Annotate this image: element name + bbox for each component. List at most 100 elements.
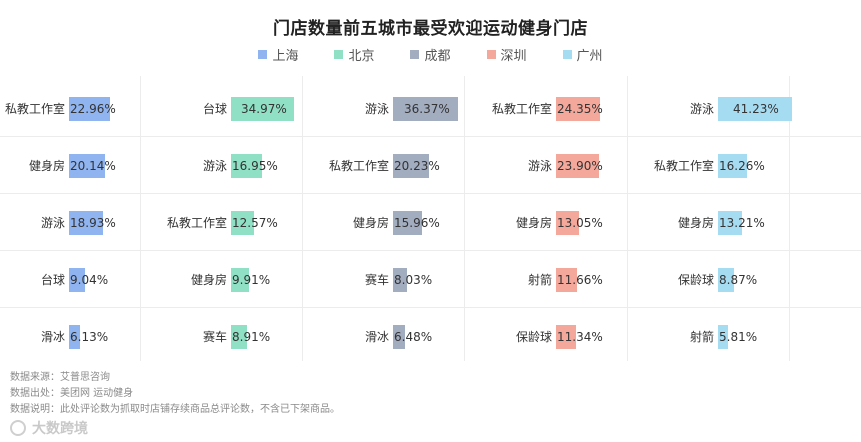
bar-value-label: 9.91% bbox=[232, 273, 271, 287]
bar-value-label: 34.97% bbox=[241, 102, 287, 116]
legend-item[interactable]: 广州 bbox=[562, 45, 603, 64]
bar-value-label: 20.14% bbox=[70, 159, 116, 173]
legend-swatch bbox=[258, 50, 268, 59]
bar-成都-滑冰[interactable] bbox=[393, 325, 405, 349]
bar-上海-私教工作室[interactable] bbox=[69, 97, 110, 121]
bar-value-label: 8.03% bbox=[394, 273, 433, 287]
chart-legend: 上海 北京 成都 深圳 广州 bbox=[0, 45, 861, 64]
grid-row-line bbox=[0, 136, 861, 137]
bar-value-label: 8.87% bbox=[719, 273, 758, 287]
bar-广州-私教工作室[interactable] bbox=[718, 154, 747, 178]
category-label: 私教工作室 bbox=[653, 159, 714, 173]
category-label: 滑冰 bbox=[40, 330, 65, 344]
legend-item[interactable]: 上海 bbox=[258, 45, 298, 64]
category-label: 健身房 bbox=[677, 216, 714, 230]
bar-value-label: 36.37% bbox=[404, 102, 450, 116]
category-label: 保龄球 bbox=[677, 273, 714, 287]
bar-深圳-游泳[interactable] bbox=[556, 154, 599, 178]
bar-广州-射箭[interactable] bbox=[718, 325, 728, 349]
category-label: 射箭 bbox=[527, 273, 552, 287]
brand-logo: 大数跨境 bbox=[10, 418, 88, 438]
chart-grid: 私教工作室 22.96% 健身房 20.14% 游泳 18.93% 台球 9.04% 滑冰 6.1… bbox=[0, 76, 861, 361]
bar-成都-健身房[interactable] bbox=[393, 211, 422, 235]
bar-成都-赛车[interactable] bbox=[393, 268, 407, 292]
bar-value-label: 5.81% bbox=[719, 330, 758, 344]
category-label: 赛车 bbox=[202, 330, 227, 344]
bar-上海-游泳[interactable] bbox=[69, 211, 103, 235]
legend-label: 北京 bbox=[348, 49, 375, 64]
bar-value-label: 11.66% bbox=[557, 273, 603, 287]
legend-swatch bbox=[334, 50, 344, 59]
category-label: 健身房 bbox=[190, 273, 227, 287]
bar-value-label: 16.26% bbox=[719, 159, 765, 173]
bar-value-label: 24.35% bbox=[557, 102, 603, 116]
bar-上海-台球[interactable] bbox=[69, 268, 85, 292]
legend-swatch bbox=[486, 50, 496, 59]
bar-value-label: 23.90% bbox=[557, 159, 603, 173]
legend-item[interactable]: 北京 bbox=[334, 45, 374, 64]
category-label: 滑冰 bbox=[364, 330, 389, 344]
grid-column-line bbox=[627, 76, 628, 361]
bar-value-label: 8.91% bbox=[232, 330, 271, 344]
bar-北京-台球[interactable] bbox=[231, 97, 294, 121]
legend-label: 深圳 bbox=[500, 49, 527, 64]
grid-row-line bbox=[0, 307, 861, 308]
bar-value-label: 20.23% bbox=[394, 159, 440, 173]
legend-label: 上海 bbox=[272, 49, 299, 64]
bar-广州-保龄球[interactable] bbox=[718, 268, 734, 292]
bar-value-label: 12.57% bbox=[232, 216, 278, 230]
bar-广州-游泳[interactable] bbox=[718, 97, 792, 121]
legend-label: 广州 bbox=[576, 49, 603, 64]
category-label: 射箭 bbox=[689, 330, 714, 344]
bar-北京-私教工作室[interactable] bbox=[231, 211, 254, 235]
footer-origin: 数据出处：美团网 运动健身 bbox=[10, 388, 134, 399]
category-label: 私教工作室 bbox=[4, 102, 65, 116]
bar-上海-健身房[interactable] bbox=[69, 154, 105, 178]
category-label: 私教工作室 bbox=[328, 159, 389, 173]
bar-成都-游泳[interactable] bbox=[393, 97, 458, 121]
category-label: 健身房 bbox=[515, 216, 552, 230]
legend-label: 成都 bbox=[424, 49, 451, 64]
category-label: 保龄球 bbox=[515, 330, 552, 344]
bar-北京-健身房[interactable] bbox=[231, 268, 249, 292]
category-label: 私教工作室 bbox=[166, 216, 227, 230]
category-label: 游泳 bbox=[40, 216, 65, 230]
bar-value-label: 13.21% bbox=[719, 216, 765, 230]
footer-source: 数据来源：艾普思咨询 bbox=[10, 372, 110, 383]
bar-value-label: 22.96% bbox=[70, 102, 116, 116]
bar-value-label: 11.34% bbox=[557, 330, 603, 344]
bar-value-label: 6.13% bbox=[70, 330, 109, 344]
legend-swatch bbox=[562, 50, 572, 59]
grid-column-line bbox=[464, 76, 465, 361]
grid-row-line bbox=[0, 193, 861, 194]
bar-深圳-健身房[interactable] bbox=[556, 211, 579, 235]
brand-mark-icon bbox=[10, 420, 26, 436]
grid-column-line bbox=[789, 76, 790, 361]
bar-上海-滑冰[interactable] bbox=[69, 325, 80, 349]
bar-成都-私教工作室[interactable] bbox=[393, 154, 429, 178]
bar-value-label: 41.23% bbox=[733, 102, 779, 116]
bar-深圳-私教工作室[interactable] bbox=[556, 97, 600, 121]
bar-value-label: 15.96% bbox=[394, 216, 440, 230]
category-label: 游泳 bbox=[364, 102, 389, 116]
legend-item[interactable]: 深圳 bbox=[486, 45, 527, 64]
category-label: 健身房 bbox=[28, 159, 65, 173]
bar-value-label: 13.05% bbox=[557, 216, 603, 230]
legend-item[interactable]: 成都 bbox=[410, 45, 451, 64]
chart-title: 门店数量前五城市最受欢迎运动健身门店 bbox=[273, 19, 588, 39]
bar-深圳-保龄球[interactable] bbox=[556, 325, 576, 349]
bar-value-label: 9.04% bbox=[70, 273, 109, 287]
legend-swatch bbox=[410, 50, 420, 59]
category-label: 私教工作室 bbox=[491, 102, 552, 116]
grid-column-line bbox=[302, 76, 303, 361]
bar-广州-健身房[interactable] bbox=[718, 211, 742, 235]
category-label: 游泳 bbox=[689, 102, 714, 116]
bar-深圳-射箭[interactable] bbox=[556, 268, 577, 292]
bar-北京-游泳[interactable] bbox=[231, 154, 262, 178]
bar-value-label: 16.95% bbox=[232, 159, 278, 173]
bar-北京-赛车[interactable] bbox=[231, 325, 247, 349]
footer-notes: 数据来源：艾普思咨询 数据出处：美团网 运动健身 数据说明：此处评论数为抓取时店… bbox=[10, 370, 340, 418]
bar-value-label: 6.48% bbox=[394, 330, 433, 344]
brand-text: 大数跨境 bbox=[32, 421, 88, 437]
category-label: 台球 bbox=[40, 273, 65, 287]
